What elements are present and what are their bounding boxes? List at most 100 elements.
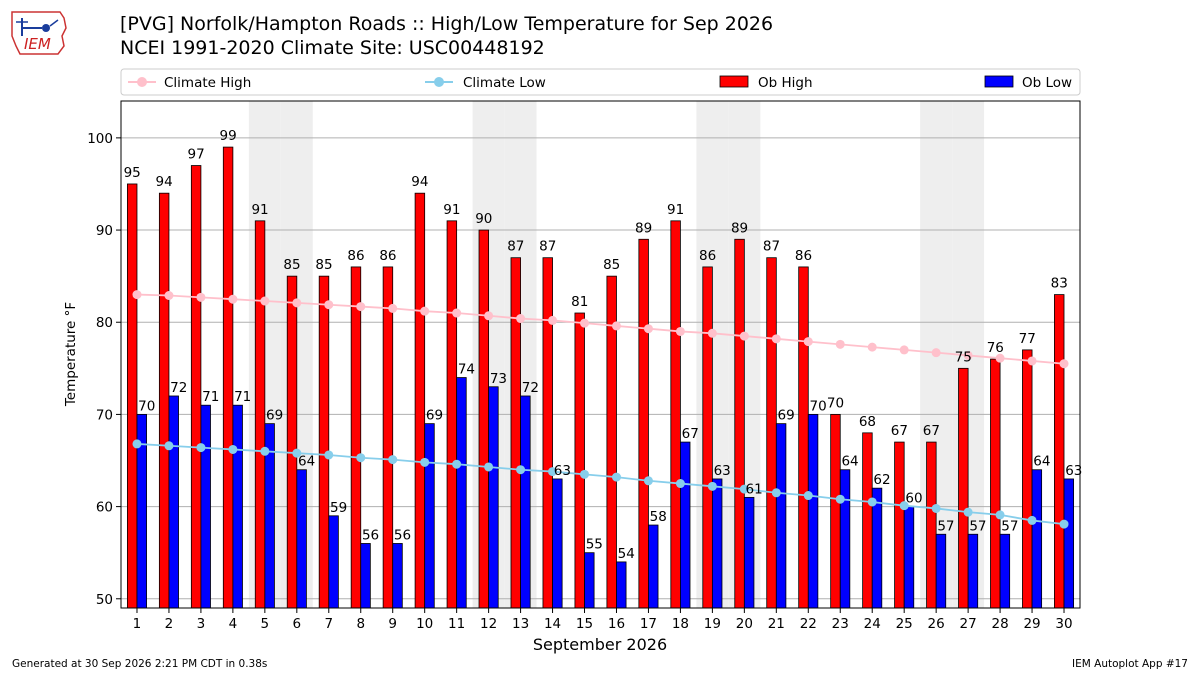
ob-low-value-label: 64	[841, 454, 858, 470]
legend-box	[120, 68, 1081, 96]
climate-high-point	[260, 296, 270, 306]
climate-high-point	[643, 324, 653, 334]
ob-low-value-label: 67	[682, 426, 699, 442]
climate-high-point	[867, 342, 877, 352]
ob-low-value-label: 69	[778, 408, 795, 424]
ob-high-bar	[254, 220, 266, 609]
climate-low-point	[516, 465, 526, 475]
legend-climate-high-marker	[137, 77, 147, 87]
ob-high-bar	[958, 367, 969, 609]
climate-low-point	[771, 488, 781, 498]
ob-high-bar	[318, 275, 330, 609]
ob-high-value-label: 83	[1051, 276, 1068, 292]
climate-low-point	[228, 444, 238, 454]
ob-low-bar	[360, 543, 371, 609]
y-tick-label: 100	[87, 131, 113, 147]
x-tick-label: 14	[544, 616, 561, 632]
ob-high-bar	[446, 220, 458, 609]
ob-low-bar	[616, 561, 627, 609]
chart-title: [PVG] Norfolk/Hampton Roads :: High/Low …	[120, 12, 773, 60]
ob-high-value-label: 87	[507, 239, 524, 255]
ob-high-bar	[734, 238, 745, 609]
x-tick-label: 17	[640, 616, 657, 632]
x-tick-label: 13	[512, 616, 529, 632]
climate-low-point	[324, 450, 334, 460]
ob-low-bar	[839, 469, 851, 609]
x-tick-label: 27	[960, 616, 977, 632]
climate-low-point	[963, 507, 973, 517]
ob-high-bar	[1022, 349, 1033, 609]
ob-low-value-label: 57	[969, 518, 986, 534]
x-tick-label: 6	[293, 616, 302, 632]
ob-low-value-label: 64	[1033, 454, 1050, 470]
x-tick-label: 4	[229, 616, 238, 632]
climate-lines	[132, 290, 1069, 529]
ob-high-value-label: 85	[315, 257, 332, 273]
ob-high-bar	[638, 238, 649, 609]
x-tick-label: 24	[864, 616, 881, 632]
ob-high-bar	[126, 183, 138, 609]
ob-high-bar	[990, 358, 1001, 609]
x-tick-label: 25	[896, 616, 913, 632]
title-line-1: [PVG] Norfolk/Hampton Roads :: High/Low …	[120, 13, 774, 35]
ob-low-value-label: 63	[554, 463, 571, 479]
climate-low-point	[643, 476, 653, 486]
legend-climate-high-label: Climate High	[164, 75, 251, 91]
climate-high-point	[420, 306, 430, 316]
ob-low-value-label: 62	[873, 472, 890, 488]
ob-low-value-label: 72	[522, 380, 539, 396]
climate-high-point	[164, 291, 174, 301]
climate-low-point	[420, 457, 430, 467]
x-tick-label: 10	[416, 616, 433, 632]
weather-station-icon	[16, 18, 59, 36]
x-tick-label: 26	[928, 616, 945, 632]
climate-low-point	[484, 462, 494, 472]
climate-low-point	[452, 459, 462, 469]
ob-high-value-label: 81	[571, 294, 588, 310]
climate-high-point	[1027, 356, 1037, 366]
ob-high-bar	[222, 146, 234, 609]
climate-high-point	[356, 302, 366, 312]
ob-low-bar	[520, 395, 531, 609]
ob-low-bar	[552, 478, 563, 609]
ob-high-bar	[926, 441, 937, 609]
ob-low-value-label: 57	[937, 518, 954, 534]
ob-high-bar	[158, 192, 170, 609]
legend-climate-low-marker	[434, 77, 444, 87]
ob-high-bar	[702, 266, 713, 609]
ob-high-value-label: 89	[635, 220, 652, 236]
climate-low-point	[867, 497, 877, 507]
ob-high-bar	[894, 441, 905, 609]
ob-high-value-label: 70	[827, 395, 844, 411]
ob-low-bar	[584, 552, 595, 609]
ob-low-value-label: 70	[809, 398, 826, 414]
ob-low-value-label: 56	[394, 527, 411, 543]
ob-low-value-label: 71	[202, 389, 219, 405]
climate-high-point	[803, 337, 813, 347]
climate-low-point	[356, 453, 366, 463]
climate-low-point	[292, 448, 302, 458]
ob-high-bar	[798, 266, 809, 609]
ob-low-bar	[424, 423, 435, 609]
ob-high-bar	[862, 432, 873, 609]
climate-high-point	[292, 298, 302, 308]
ob-low-value-label: 60	[905, 491, 922, 507]
ob-high-bar	[670, 220, 681, 609]
ob-low-value-label: 71	[234, 389, 251, 405]
climate-low-point	[1027, 515, 1037, 525]
ob-low-bar	[392, 543, 403, 609]
ob-high-value-label: 67	[891, 423, 908, 439]
ob-low-value-label: 59	[330, 500, 347, 516]
ob-low-value-label: 54	[618, 546, 635, 562]
x-tick-label: 1	[133, 616, 142, 632]
x-tick-label: 12	[480, 616, 497, 632]
climate-low-point	[260, 446, 270, 456]
ob-high-value-label: 75	[955, 349, 972, 365]
ob-low-bar	[999, 533, 1011, 609]
x-tick-label: 16	[608, 616, 625, 632]
ob-low-value-label: 64	[298, 454, 315, 470]
ob-high-value-label: 90	[475, 211, 492, 227]
ob-low-bar	[743, 496, 755, 609]
